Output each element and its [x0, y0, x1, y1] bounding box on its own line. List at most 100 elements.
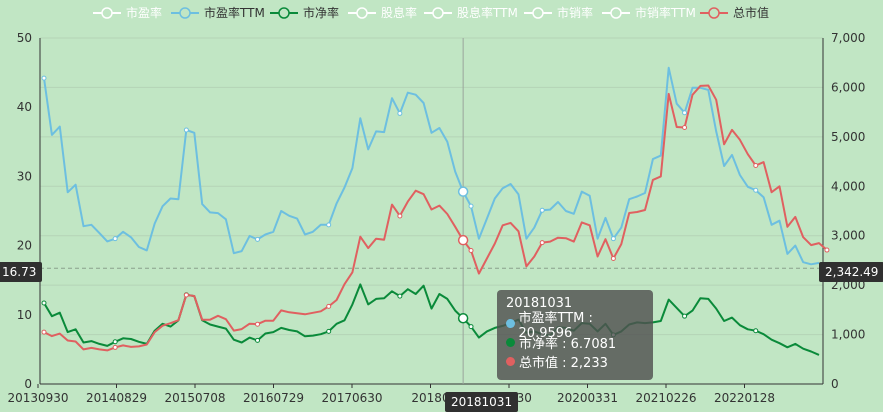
legend-marker — [179, 7, 191, 19]
legend-marker — [101, 7, 113, 19]
x-tick-label: 20160729 — [243, 391, 304, 405]
y-left-tick-label: 30 — [17, 169, 32, 183]
data-point — [183, 127, 189, 133]
tooltip-row-text: 总市值 : 2,233 — [519, 356, 608, 371]
legend-label: 股息率TTM — [457, 5, 518, 20]
data-point — [682, 110, 688, 116]
data-point — [255, 321, 261, 327]
legend-item[interactable]: 市销率TTM — [602, 5, 696, 20]
tooltip-row: 市净率 : 6.7081 — [506, 333, 644, 352]
data-point — [539, 207, 545, 213]
data-point — [753, 187, 759, 193]
x-axis-pointer-flag: 20181031 — [445, 392, 519, 412]
legend-marker — [278, 7, 290, 19]
tooltip-dot-mcap — [506, 357, 515, 366]
tooltip-row: 总市值 : 2,233 — [506, 352, 644, 371]
legend-label: 市盈率 — [126, 5, 162, 20]
y-left-tick-label: 50 — [17, 31, 32, 45]
data-point — [41, 300, 47, 306]
data-point — [468, 324, 474, 330]
y-right-tick-label: 0 — [831, 377, 839, 391]
data-point — [682, 313, 688, 319]
legend-item[interactable]: 市净率 — [270, 5, 339, 20]
tooltip-row: 市盈率TTM : 20.9596 — [506, 311, 644, 341]
x-tick-label: 20210226 — [635, 391, 696, 405]
data-point — [397, 213, 403, 219]
legend-label: 总市值 — [733, 5, 769, 20]
legend-item[interactable]: 股息率 — [348, 5, 417, 20]
legend-label: 市净率 — [303, 5, 339, 20]
data-point — [468, 248, 474, 254]
y-right-tick-label: 4,000 — [831, 179, 865, 193]
data-point — [326, 328, 332, 334]
data-point — [112, 236, 118, 242]
data-point — [183, 292, 189, 298]
data-point — [539, 240, 545, 246]
y-right-tick-label: 5,000 — [831, 130, 865, 144]
y-left-tick-label: 10 — [17, 308, 32, 322]
data-point — [397, 110, 403, 116]
x-tick-label: 20220128 — [714, 391, 775, 405]
hover-point — [457, 234, 469, 246]
tooltip-dot-pe-ttm — [506, 319, 515, 328]
tooltip-row-text: 市净率 : 6.7081 — [519, 337, 617, 352]
legend-label: 市销率 — [557, 5, 593, 20]
series-line-市盈率TTM — [43, 66, 820, 266]
data-point — [41, 329, 47, 335]
data-point — [326, 222, 332, 228]
y-right-tick-label: 7,000 — [831, 31, 865, 45]
legend-marker — [610, 7, 622, 19]
legend-label: 市盈率TTM — [204, 5, 265, 20]
tooltip-dot-pb — [506, 338, 515, 347]
data-point — [682, 124, 688, 130]
x-tick-label: 20200331 — [557, 391, 618, 405]
tooltip-title: 20181031 — [506, 296, 573, 311]
legend[interactable]: 市盈率 市盈率TTM 市净率 股息率 股息率TTM 市销率 市销率TTM 总市值 — [93, 5, 769, 20]
hover-point — [457, 313, 469, 324]
hover-point — [457, 186, 469, 197]
y-left-tick-label: 0 — [24, 377, 32, 391]
legend-marker — [708, 7, 720, 19]
x-tick-label: 20170630 — [321, 391, 382, 405]
y-right-tick-label: 1,000 — [831, 328, 865, 342]
legend-marker — [432, 7, 444, 19]
data-point — [468, 203, 474, 209]
pointer-layer — [457, 38, 469, 384]
y-right-tick-label: 6,000 — [831, 80, 865, 94]
grid-lines — [40, 37, 823, 385]
data-point — [753, 163, 759, 169]
tooltip-row-text: 市盈率TTM : 20.9596 — [518, 310, 593, 341]
tooltip: 20181031 市盈率TTM : 20.9596 市净率 : 6.7081 总… — [497, 290, 653, 380]
x-tick-label: 20140829 — [86, 391, 147, 405]
data-point — [326, 303, 332, 309]
x-tick-label: 20180 — [411, 391, 449, 405]
legend-item[interactable]: 股息率TTM — [424, 5, 518, 20]
series-line-市净率 — [43, 283, 820, 356]
left-value-flag: 16.73 — [0, 262, 43, 282]
legend-item[interactable]: 市盈率 — [93, 5, 162, 20]
y-right-tick-label: 3,000 — [831, 229, 865, 243]
right-value-flag: 2,342.49 — [819, 262, 883, 282]
legend-item[interactable]: 市销率 — [524, 5, 593, 20]
data-point — [41, 75, 47, 81]
legend-marker — [532, 7, 544, 19]
x-tick-label: 20150708 — [164, 391, 225, 405]
y-left-tick-label: 40 — [17, 100, 32, 114]
x-tick-label: 20130930 — [7, 391, 68, 405]
legend-item[interactable]: 总市值 — [700, 5, 769, 20]
data-point — [397, 293, 403, 299]
series-line-总市值 — [43, 84, 828, 352]
data-point — [255, 236, 261, 242]
data-point — [753, 328, 759, 334]
y-left-tick-label: 20 — [17, 239, 32, 253]
data-point — [824, 247, 830, 253]
data-point — [255, 337, 261, 343]
legend-item[interactable]: 市盈率TTM — [171, 5, 265, 20]
legend-label: 市销率TTM — [635, 5, 696, 20]
series-layer — [41, 66, 830, 356]
data-point — [112, 344, 118, 350]
legend-label: 股息率 — [381, 5, 417, 20]
legend-marker — [356, 7, 368, 19]
